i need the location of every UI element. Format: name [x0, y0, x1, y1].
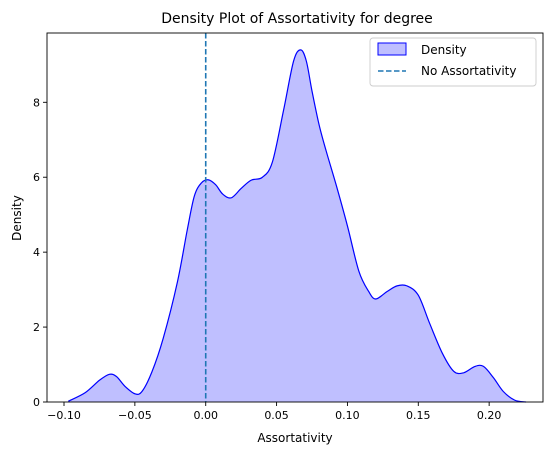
- y-tick-label: 8: [33, 96, 40, 109]
- y-tick-label: 4: [33, 246, 40, 259]
- density-curve: [67, 49, 527, 403]
- legend-no-assortativity-label: No Assortativity: [421, 64, 516, 78]
- x-tick-label: 0.00: [193, 409, 218, 422]
- y-tick-label: 0: [33, 396, 40, 409]
- x-axis-label: Assortativity: [257, 431, 332, 445]
- y-tick-label: 2: [33, 321, 40, 334]
- x-tick-label: 0.20: [477, 409, 502, 422]
- y-axis-ticks: 0 2 4 6 8: [33, 96, 47, 409]
- density-area-fill: [68, 49, 526, 403]
- legend-density-swatch: [377, 42, 407, 56]
- x-tick-label: 0.05: [264, 409, 289, 422]
- x-tick-label: −0.05: [118, 409, 152, 422]
- legend-density-label: Density: [421, 43, 467, 57]
- x-tick-label: 0.10: [335, 409, 360, 422]
- axes-frame: [46, 32, 544, 403]
- x-tick-label: 0.15: [406, 409, 431, 422]
- y-tick-label: 6: [33, 171, 40, 184]
- legend: Density No Assortativity: [369, 37, 537, 87]
- x-tick-label: −0.10: [47, 409, 81, 422]
- plot-area: [67, 33, 527, 403]
- x-axis-ticks: −0.10 −0.05 0.00 0.05 0.10 0.15 0.20: [47, 402, 501, 422]
- y-axis-label: Density: [10, 195, 24, 241]
- chart-title: Density Plot of Assortativity for degree: [161, 11, 433, 27]
- legend-box: [369, 37, 537, 87]
